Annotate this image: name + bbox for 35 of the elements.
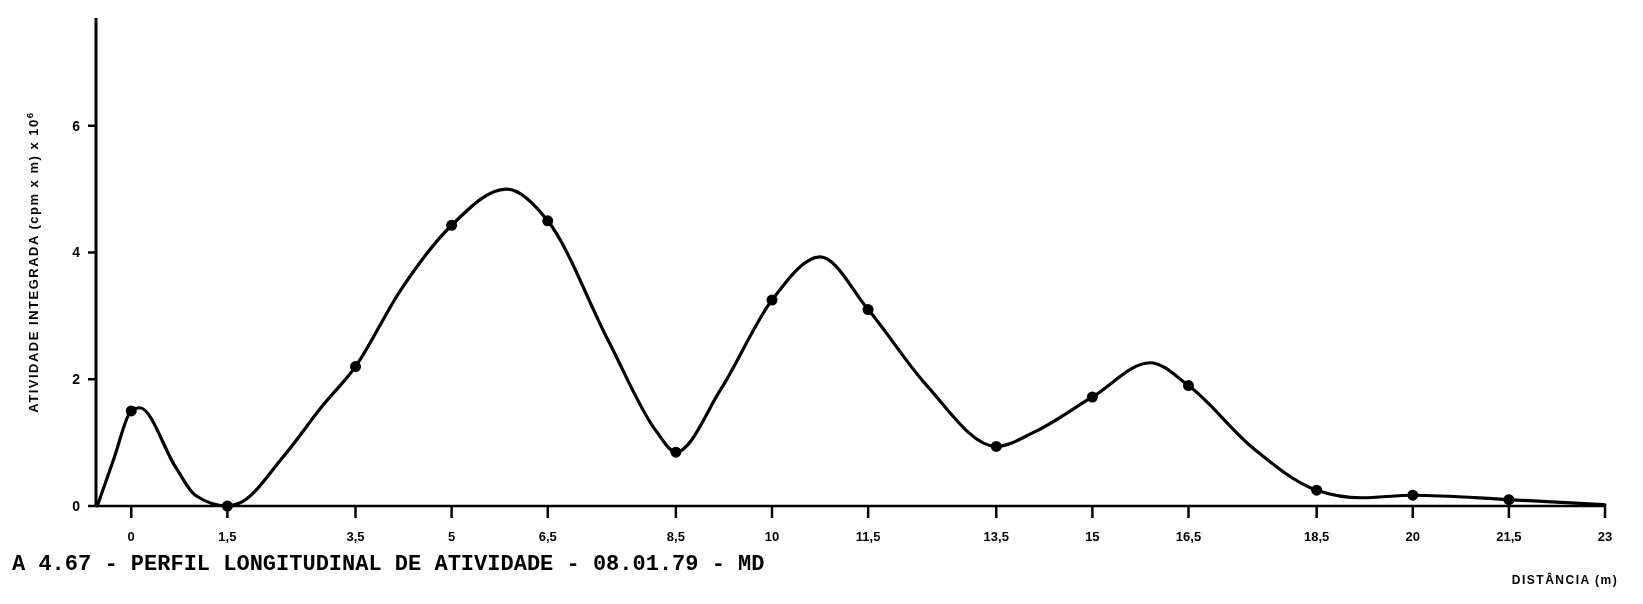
point — [1311, 484, 1323, 496]
point — [446, 219, 458, 231]
x-tick-label: 6,5 — [538, 529, 557, 544]
point — [1407, 489, 1419, 501]
point — [1086, 391, 1098, 403]
point — [862, 304, 874, 316]
point — [1503, 494, 1515, 506]
point — [766, 294, 778, 306]
x-tick-label: 1,5 — [218, 529, 237, 544]
x-tick-label: 10 — [764, 529, 780, 544]
x-tick-label: 5 — [448, 529, 456, 544]
x-tick-label: 13,5 — [983, 529, 1009, 544]
point — [221, 500, 233, 512]
text: A 4.67 - PERFIL LONGITUDINAL DE ATIVIDADE - 08.01.79 - MD — [12, 552, 765, 577]
x-tick-label: 15 — [1085, 529, 1100, 544]
y-tick-label: 6 — [72, 117, 81, 134]
point — [125, 405, 137, 417]
x-tick-label: 20 — [1405, 529, 1421, 544]
point — [990, 440, 1002, 452]
point — [350, 361, 362, 373]
point — [670, 446, 682, 458]
x-tick-label: 23 — [1597, 529, 1613, 544]
x-tick-label: 8,5 — [666, 529, 685, 544]
y-tick-label: 0 — [72, 497, 81, 514]
point — [1183, 380, 1194, 392]
x-tick-label: 16,5 — [1175, 529, 1202, 544]
point — [542, 215, 554, 227]
x-tick-label: 0 — [127, 529, 135, 544]
x-tick-label: 3,5 — [346, 529, 365, 544]
y-tick-label: 4 — [72, 244, 81, 261]
x-tick-label: 11,5 — [855, 529, 881, 544]
x-tick-label: 21,5 — [1496, 529, 1522, 544]
y-tick-label: 2 — [72, 371, 81, 388]
x-axis-title: DISTÂNCIA (m) — [1511, 572, 1619, 587]
x-tick-label: 18,5 — [1304, 529, 1330, 544]
